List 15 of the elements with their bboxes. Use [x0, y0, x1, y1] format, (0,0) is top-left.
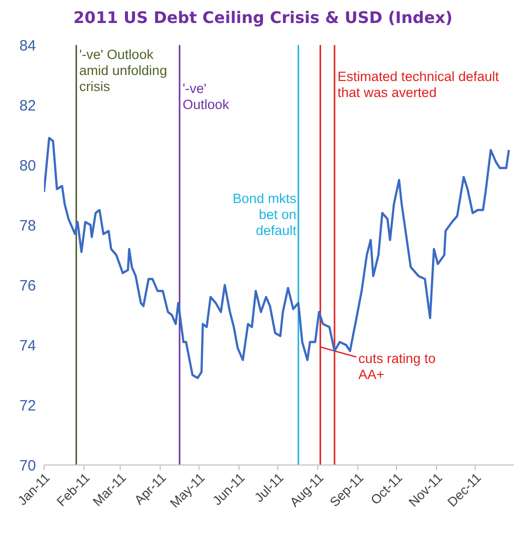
ref-line-label: '-ve' Outlook amid unfolding crisis	[79, 47, 168, 95]
ref-line-label: cuts rating to AA+	[358, 351, 437, 383]
ref-line-label: Estimated technical default that was averted	[338, 69, 500, 101]
y-tick-label: 70	[19, 457, 36, 474]
y-tick-label: 80	[19, 157, 36, 174]
y-tick-label: 72	[19, 397, 36, 414]
ref-line-label: '-ve' Outlook	[182, 81, 230, 113]
y-tick-label: 82	[19, 97, 36, 114]
y-tick-label: 76	[19, 277, 36, 294]
y-tick-label: 74	[19, 337, 36, 354]
line-series	[44, 136, 510, 380]
y-tick-label: 78	[19, 217, 36, 234]
ref-line-label: Bond mkts bet on default	[232, 191, 296, 239]
chart-title: 2011 US Debt Ceiling Crisis & USD (Index)	[72, 8, 454, 29]
y-tick-label: 84	[19, 37, 36, 54]
